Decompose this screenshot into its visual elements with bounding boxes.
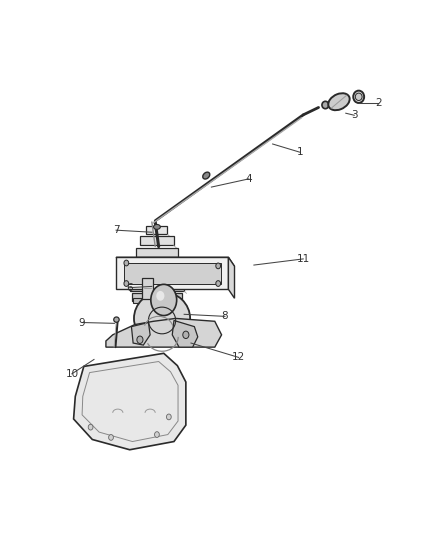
FancyBboxPatch shape <box>133 298 143 303</box>
Circle shape <box>124 260 128 266</box>
Text: 8: 8 <box>221 311 228 321</box>
Circle shape <box>137 336 143 343</box>
Circle shape <box>215 263 220 269</box>
Circle shape <box>154 432 159 438</box>
Polygon shape <box>74 353 185 450</box>
Ellipse shape <box>354 93 361 101</box>
Circle shape <box>108 434 113 440</box>
FancyBboxPatch shape <box>135 248 178 257</box>
Circle shape <box>215 281 220 286</box>
Polygon shape <box>106 318 221 347</box>
Ellipse shape <box>321 101 328 109</box>
Text: 9: 9 <box>78 318 85 327</box>
FancyBboxPatch shape <box>130 282 184 291</box>
Ellipse shape <box>134 292 190 345</box>
Text: 7: 7 <box>113 225 119 235</box>
Text: 2: 2 <box>374 98 381 108</box>
FancyBboxPatch shape <box>141 278 152 299</box>
Polygon shape <box>116 257 228 289</box>
Text: 12: 12 <box>231 352 245 362</box>
Ellipse shape <box>353 91 363 103</box>
Circle shape <box>88 424 93 430</box>
Text: 1: 1 <box>296 147 303 157</box>
Circle shape <box>151 284 176 316</box>
Ellipse shape <box>153 224 160 229</box>
Polygon shape <box>116 257 234 266</box>
Ellipse shape <box>113 317 119 322</box>
FancyBboxPatch shape <box>146 226 167 235</box>
Ellipse shape <box>202 172 209 179</box>
Ellipse shape <box>328 93 349 110</box>
Polygon shape <box>131 322 150 345</box>
FancyBboxPatch shape <box>124 263 220 284</box>
Circle shape <box>166 414 171 420</box>
Text: 4: 4 <box>245 174 251 184</box>
Text: 3: 3 <box>350 110 357 120</box>
Text: 11: 11 <box>296 254 309 264</box>
Text: 6: 6 <box>126 282 133 293</box>
Text: 10: 10 <box>65 369 78 379</box>
FancyBboxPatch shape <box>132 293 181 301</box>
FancyBboxPatch shape <box>140 236 173 245</box>
Circle shape <box>124 281 128 286</box>
FancyBboxPatch shape <box>170 298 180 303</box>
Polygon shape <box>228 257 234 298</box>
Circle shape <box>182 331 188 338</box>
Circle shape <box>156 291 164 301</box>
FancyBboxPatch shape <box>131 260 182 269</box>
Polygon shape <box>172 320 198 347</box>
FancyBboxPatch shape <box>129 271 184 280</box>
